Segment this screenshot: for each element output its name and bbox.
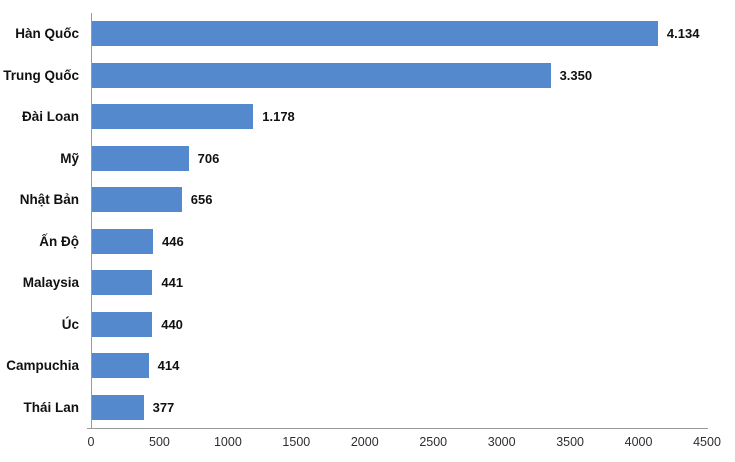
- x-tick-label: 500: [149, 435, 170, 449]
- x-tick-label: 4000: [624, 435, 653, 449]
- bar: [92, 62, 551, 88]
- category-label: Trung Quốc: [3, 67, 79, 83]
- value-label: 440: [161, 316, 183, 332]
- value-label: 1.178: [262, 109, 295, 125]
- category-label: Ấn Độ: [39, 233, 79, 249]
- bar-row: Campuchia 414: [6, 345, 708, 387]
- x-tick-label: 2000: [350, 435, 379, 449]
- bar: [92, 187, 182, 213]
- bar-row: Ấn Độ 446: [39, 221, 708, 263]
- value-label: 706: [197, 150, 220, 166]
- bar: [92, 104, 254, 130]
- bar-row: Đài Loan 1.178: [22, 96, 708, 138]
- x-tick-label: 0: [87, 435, 95, 449]
- value-label: 3.350: [559, 67, 593, 83]
- bar: [92, 394, 144, 420]
- category-label: Đài Loan: [21, 109, 79, 124]
- x-tick-label: 4500: [693, 435, 721, 449]
- bar: [92, 145, 189, 171]
- bar-row: Trung Quốc 3.350: [3, 55, 708, 97]
- value-label: 656: [190, 192, 213, 208]
- x-tick-label: 3500: [556, 435, 585, 449]
- bar-row: Mỹ 706: [60, 138, 708, 180]
- value-label: 4.134: [666, 26, 700, 42]
- bar-row: Hàn Quốc 4.134: [15, 13, 708, 55]
- category-label: Malaysia: [22, 275, 79, 290]
- category-label: Campuchia: [6, 358, 79, 373]
- x-tick-label: 3000: [487, 435, 516, 449]
- x-tick-label: 1000: [213, 435, 242, 449]
- bar: [92, 270, 153, 296]
- bar-row: Nhật Bản 656: [20, 179, 708, 221]
- bar-row: Thái Lan 377: [23, 387, 708, 429]
- bar: [92, 353, 149, 379]
- category-label: Hàn Quốc: [15, 26, 79, 41]
- x-axis: 0 500 1000 1500 2000 2500 3000 3500 4000 4500: [87, 433, 721, 453]
- bar: [92, 228, 154, 254]
- bar: [92, 311, 153, 337]
- category-label: Úc: [61, 316, 79, 332]
- value-label: 414: [157, 358, 180, 374]
- value-label: 377: [152, 399, 175, 415]
- category-label: Nhật Bản: [19, 192, 79, 207]
- value-label: 441: [161, 275, 184, 291]
- bar-row: Malaysia 441: [23, 262, 708, 304]
- plot-area: Hàn Quốc 4.134 Trung Quốc 3.350 Đài Loan 1.17…: [3, 13, 708, 429]
- value-label: 446: [162, 233, 184, 249]
- bar-row: Úc 440: [62, 304, 708, 346]
- category-label: Mỹ: [60, 150, 79, 166]
- x-tick-label: 2500: [419, 435, 448, 449]
- x-tick-label: 1500: [282, 435, 311, 449]
- axis-origin-tick: [87, 428, 92, 429]
- category-label: Thái Lan: [23, 399, 79, 415]
- bar: [92, 21, 658, 47]
